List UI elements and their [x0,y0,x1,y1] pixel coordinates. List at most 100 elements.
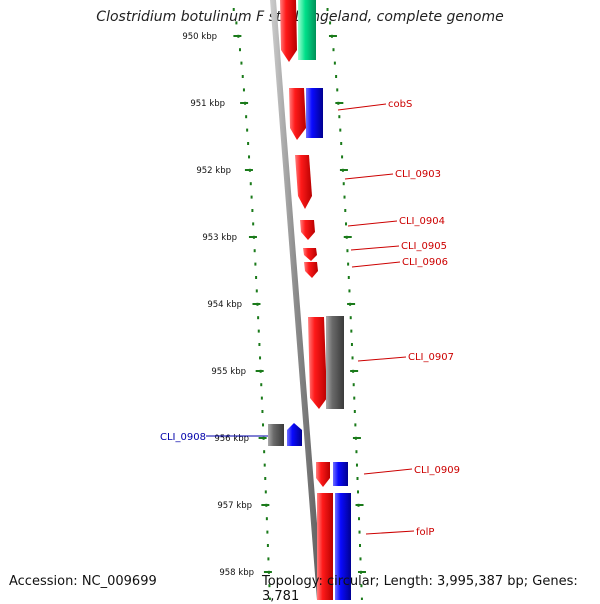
ruler-minor-tick [344,209,347,212]
ruler-minor-tick [257,316,260,320]
ruler-major-tick [355,504,364,506]
gene-label-cobs[interactable]: cobS [388,99,412,110]
gene-feature[interactable] [289,88,306,140]
gene-feature[interactable] [308,317,327,409]
ruler-minor-tick [260,383,263,387]
ruler-minor-tick [348,289,351,293]
ruler-major-tick [233,35,242,37]
gene-feature[interactable] [298,0,316,60]
ruler-major-tick [339,169,348,171]
footer-accession: Accession: NC_009699 [9,574,157,589]
ruler-major-tick [248,236,257,238]
ruler-label-958: 958 kbp [219,568,254,578]
gene-label-cli-0909[interactable]: CLI_0909 [414,465,460,476]
ruler-minor-tick [360,597,363,600]
ruler-minor-tick [347,276,350,279]
ruler-minor-tick [232,8,235,11]
ruler-minor-tick [332,48,335,52]
ruler-minor-tick [341,155,344,159]
gene-feature[interactable] [333,462,348,486]
ruler-minor-tick [252,222,255,226]
ruler-minor-tick [247,142,250,145]
ruler-minor-tick [336,88,339,92]
gene-feature[interactable] [303,248,317,261]
ruler-minor-tick [251,209,254,212]
ruler-minor-tick [268,584,271,588]
ruler-major-tick [347,303,356,305]
gene-feature[interactable] [268,424,284,446]
ruler-minor-tick [335,75,338,78]
genome-backbone [270,0,323,600]
leader-line [357,356,407,362]
leader-line [365,530,415,535]
ruler-label-953: 953 kbp [202,233,237,243]
ruler-minor-tick [266,530,269,534]
ruler-minor-tick [254,262,257,266]
ruler-minor-tick [268,597,271,600]
leader-line [363,468,413,475]
ruler-minor-tick [261,410,264,413]
gene-feature[interactable] [335,493,351,600]
ruler-major-tick [263,571,272,573]
gene-feature[interactable] [326,316,344,409]
ruler-minor-tick [263,463,266,467]
gene-feature[interactable] [300,220,315,240]
ruler-minor-tick [352,383,355,387]
leader-line [347,220,398,227]
gene-feature[interactable] [280,0,297,62]
gene-feature[interactable] [295,155,312,209]
ruler-minor-tick [342,182,345,186]
ruler-minor-tick [359,557,362,561]
ruler-minor-tick [267,557,270,561]
ruler-minor-tick [347,262,350,266]
gene-label-cli-0905[interactable]: CLI_0905 [401,241,447,252]
ruler-label-950: 950 kbp [182,32,217,42]
leader-line [351,261,401,268]
ruler-major-tick [357,571,366,573]
gene-label-cli-0906[interactable]: CLI_0906 [402,257,448,268]
ruler-minor-tick [238,48,241,52]
ruler-label-951: 951 kbp [190,99,225,109]
ruler-minor-tick [262,423,265,427]
gene-label-folp[interactable]: folP [416,527,434,538]
ruler-label-955: 955 kbp [211,367,246,377]
gene-label-cli-0904[interactable]: CLI_0904 [399,216,445,227]
ruler-minor-tick [356,477,359,480]
gene-feature[interactable] [306,88,323,138]
ruler-minor-tick [260,396,263,400]
ruler-minor-tick [329,21,332,25]
gene-label-cli-0908[interactable]: CLI_0908 [160,432,206,443]
leader-line [344,173,394,180]
gene-label-cli-0907[interactable]: CLI_0907 [408,352,454,363]
ruler-minor-tick [253,249,256,253]
gene-label-cli-0903[interactable]: CLI_0903 [395,169,441,180]
ruler-labels: 950 kbp 951 kbp 952 kbp 953 kbp 954 kbp … [182,32,254,578]
ruler-major-tick [252,303,261,305]
ruler-minor-tick [339,128,342,132]
ruler-minor-tick [257,329,260,333]
ruler-minor-tick [350,343,353,346]
ruler-minor-tick [353,396,356,400]
ruler-major-tick [244,169,253,171]
ruler-minor-tick [350,329,353,333]
ruler-major-tick [343,236,352,238]
ruler-major-tick [352,437,361,439]
label-leader-lines [206,103,415,535]
ruler-minor-tick [333,61,336,65]
ruler-minor-tick [358,517,361,521]
leader-line [350,245,400,251]
ruler-minor-tick [343,195,346,199]
ruler-minor-tick [250,195,253,199]
ruler-minor-tick [351,356,354,360]
ruler-label-956: 956 kbp [214,434,249,444]
gene-feature[interactable] [316,462,330,487]
ruler-major-tick [255,370,264,372]
ruler-major-tick [258,437,267,439]
gene-feature[interactable] [304,262,318,278]
ruler-minor-tick [326,8,329,11]
gene-feature[interactable] [317,493,333,600]
gene-feature[interactable] [287,423,302,446]
ruler-minor-tick [264,490,267,494]
ruler-minor-tick [358,530,361,534]
